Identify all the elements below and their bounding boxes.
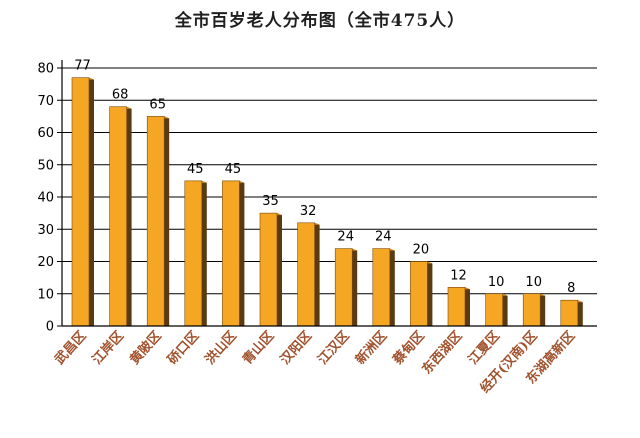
bar-side-江岸区 <box>126 106 132 326</box>
bar-青山区 <box>259 212 278 327</box>
data-label: 10 <box>488 275 505 290</box>
bar-side-东湖高新区 <box>577 300 583 326</box>
data-label: 24 <box>375 230 392 245</box>
x-tick-label: 东西湖区 <box>419 328 466 377</box>
data-label: 32 <box>300 204 317 219</box>
chart-title: 全市百岁老人分布图（全市475人） <box>174 11 466 31</box>
bar-side-江夏区 <box>502 293 508 326</box>
y-tick-label: 40 <box>37 191 54 206</box>
data-label: 35 <box>262 194 279 209</box>
bar-汉阳区 <box>297 222 315 327</box>
data-label: 10 <box>525 275 542 290</box>
bar-side-青山区 <box>277 213 282 326</box>
bar-side-洪山区 <box>239 180 245 326</box>
bar-江夏区 <box>485 293 503 327</box>
bar-黄陂区 <box>146 116 165 327</box>
bar-洪山区 <box>222 180 240 327</box>
y-tick-label: 0 <box>46 320 54 335</box>
y-tick-label: 80 <box>37 62 54 77</box>
bar-side-蔡甸区 <box>427 261 433 326</box>
bars-layer <box>71 77 583 327</box>
x-tick-label: 硚口区 <box>165 329 202 368</box>
x-tick-label: 青山区 <box>239 328 277 368</box>
data-label: 24 <box>337 230 354 245</box>
data-label: 77 <box>74 59 91 74</box>
y-tick-label: 10 <box>37 287 54 302</box>
bar-东西湖区 <box>447 286 466 327</box>
bar-东湖高新区 <box>560 299 579 327</box>
data-label: 45 <box>225 162 242 177</box>
bar-江汉区 <box>334 248 353 327</box>
bar-side-汉阳区 <box>314 222 320 326</box>
data-label: 45 <box>187 162 204 177</box>
x-tick-label: 汉阳区 <box>277 328 315 368</box>
data-label: 65 <box>149 97 166 112</box>
x-tick-label: 黄陂区 <box>127 328 165 368</box>
data-label: 20 <box>413 243 430 258</box>
data-label: 12 <box>450 268 467 283</box>
data-label: 68 <box>112 88 129 103</box>
bar-side-黄陂区 <box>164 116 170 326</box>
bar-经开(汉南)区 <box>522 293 541 327</box>
bar-side-东西湖区 <box>465 287 470 326</box>
bar-江岸区 <box>109 106 127 327</box>
y-tick-label: 30 <box>37 223 54 238</box>
bar-side-硚口区 <box>201 180 207 326</box>
axis-layer: 0 10 20 30 40 50 60 70 80 <box>37 60 597 335</box>
x-tick-label: 江汉区 <box>315 328 353 368</box>
x-tick-label: 江夏区 <box>465 328 503 368</box>
bar-side-江汉区 <box>352 248 358 326</box>
bar-side-武昌区 <box>89 77 94 326</box>
grid-layer <box>57 67 597 327</box>
y-tick-label: 50 <box>37 158 54 173</box>
y-tick-label: 70 <box>37 94 54 109</box>
bar-硚口区 <box>184 180 203 327</box>
x-tick-label: 蔡甸区 <box>389 328 428 368</box>
x-tick-label: 武昌区 <box>51 328 89 368</box>
bar-武昌区 <box>71 77 90 327</box>
bar-新洲区 <box>372 248 391 327</box>
y-tick-label: 60 <box>37 126 54 141</box>
y-tick-label: 20 <box>37 255 54 270</box>
bar-蔡甸区 <box>410 261 428 327</box>
x-tick-label: 新洲区 <box>352 328 390 368</box>
bar-side-经开(汉南)区 <box>540 293 546 326</box>
bar-side-新洲区 <box>389 248 395 326</box>
data-label: 8 <box>567 281 575 296</box>
x-tick-label: 洪山区 <box>202 328 240 368</box>
x-tick-label: 江岸区 <box>89 328 127 368</box>
